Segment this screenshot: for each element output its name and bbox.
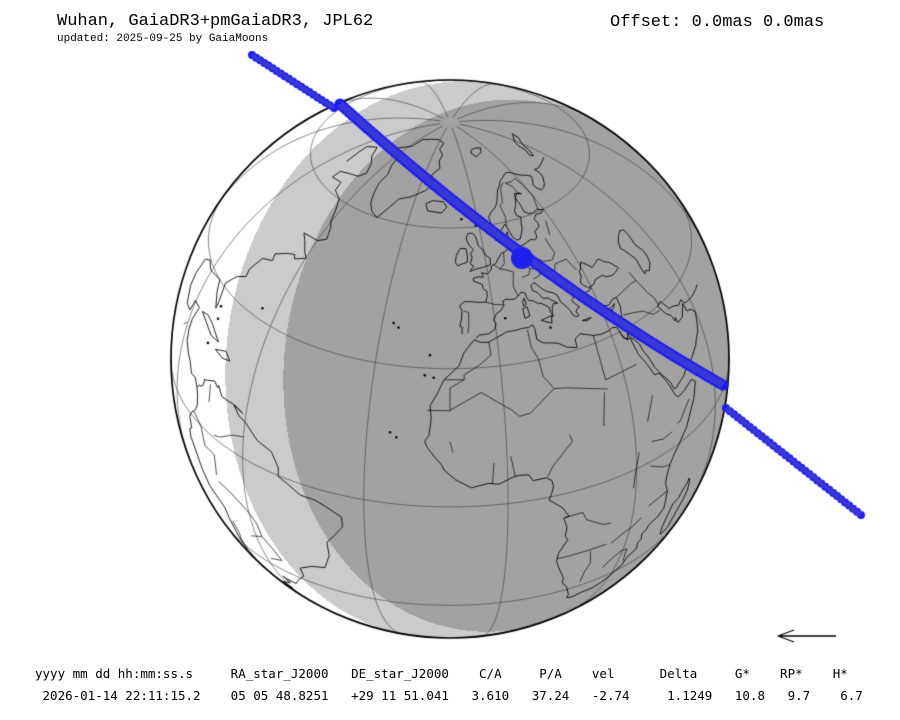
update-note: updated: 2025-09-25 by GaiaMoons — [57, 33, 269, 45]
offset-readout: Offset: 0.0mas 0.0mas — [610, 13, 825, 32]
ephemeris-header-row: yyyy mm dd hh:mm:ss.s RA_star_J2000 DE_s… — [35, 666, 848, 681]
page-title: Wuhan, GaiaDR3+pmGaiaDR3, JPL62 — [57, 12, 374, 31]
ephemeris-data-row: 2026-01-14 22:11:15.2 05 05 48.8251 +29 … — [35, 688, 863, 703]
ephemeris-table: yyyy mm dd hh:mm:ss.s RA_star_J2000 DE_s… — [35, 663, 863, 707]
